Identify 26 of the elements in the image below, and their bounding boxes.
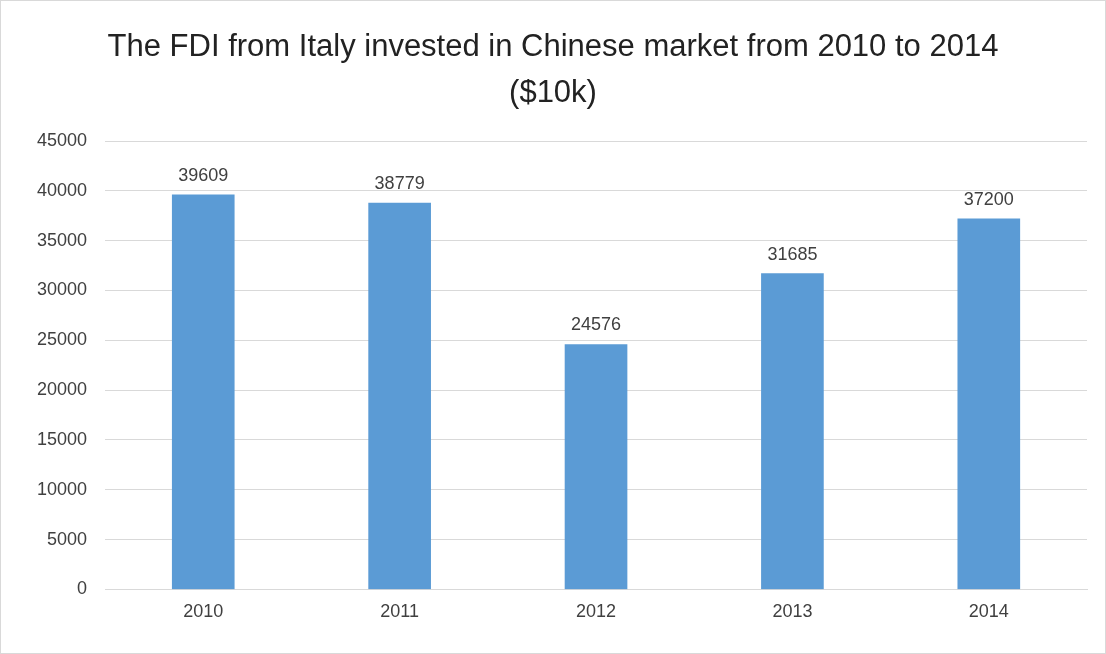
- y-tick-label: 15000: [36, 428, 88, 449]
- bar: [761, 273, 824, 590]
- x-tick-label: 2010: [183, 601, 224, 622]
- x-tick-label: 2013: [772, 601, 813, 622]
- bar: [368, 202, 431, 590]
- x-tick-label: 2011: [380, 601, 419, 622]
- data-label: 24576: [571, 314, 622, 335]
- y-tick-label: 40000: [36, 179, 88, 200]
- y-tick-label: 10000: [36, 478, 88, 499]
- bar: [171, 194, 235, 590]
- y-tick-label: 45000: [36, 129, 88, 150]
- x-tick-label: 2012: [576, 601, 617, 622]
- data-label: 37200: [963, 188, 1014, 209]
- y-tick-label: 25000: [36, 329, 88, 350]
- y-tick-label: 5000: [47, 528, 88, 549]
- y-tick-label: 20000: [36, 379, 88, 400]
- x-tick-label: 2014: [968, 601, 1009, 622]
- data-label: 31685: [767, 243, 818, 264]
- chart-title: The FDI from Italy invested in Chinese market from 2010 to 2014 ($10k): [106, 27, 1000, 111]
- y-tick-label: 0: [77, 578, 88, 599]
- y-tick-label: 30000: [36, 279, 88, 300]
- bar: [957, 218, 1021, 590]
- data-label: 38779: [374, 172, 425, 193]
- data-label: 39609: [178, 164, 229, 185]
- y-tick-label: 35000: [36, 229, 88, 250]
- bar: [564, 344, 628, 590]
